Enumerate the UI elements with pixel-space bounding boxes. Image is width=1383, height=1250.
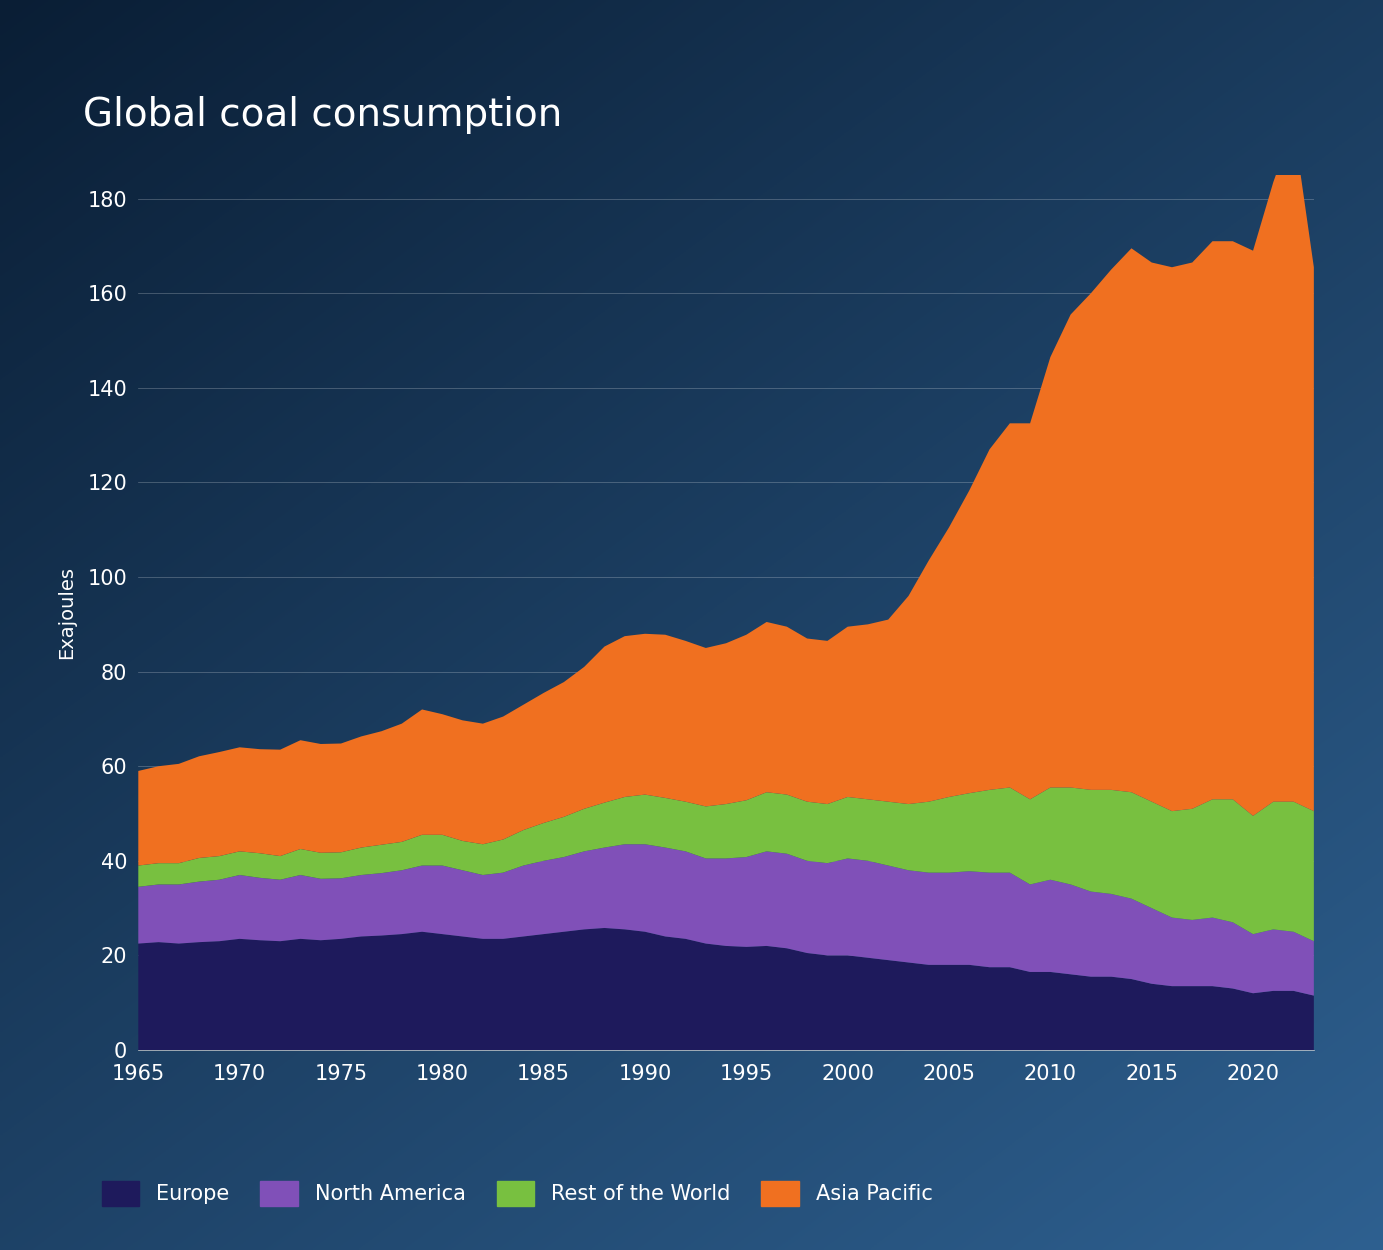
Y-axis label: Exajoules: Exajoules — [57, 566, 76, 659]
Legend: Europe, North America, Rest of the World, Asia Pacific: Europe, North America, Rest of the World… — [94, 1172, 940, 1215]
Text: Global coal consumption: Global coal consumption — [83, 96, 563, 134]
